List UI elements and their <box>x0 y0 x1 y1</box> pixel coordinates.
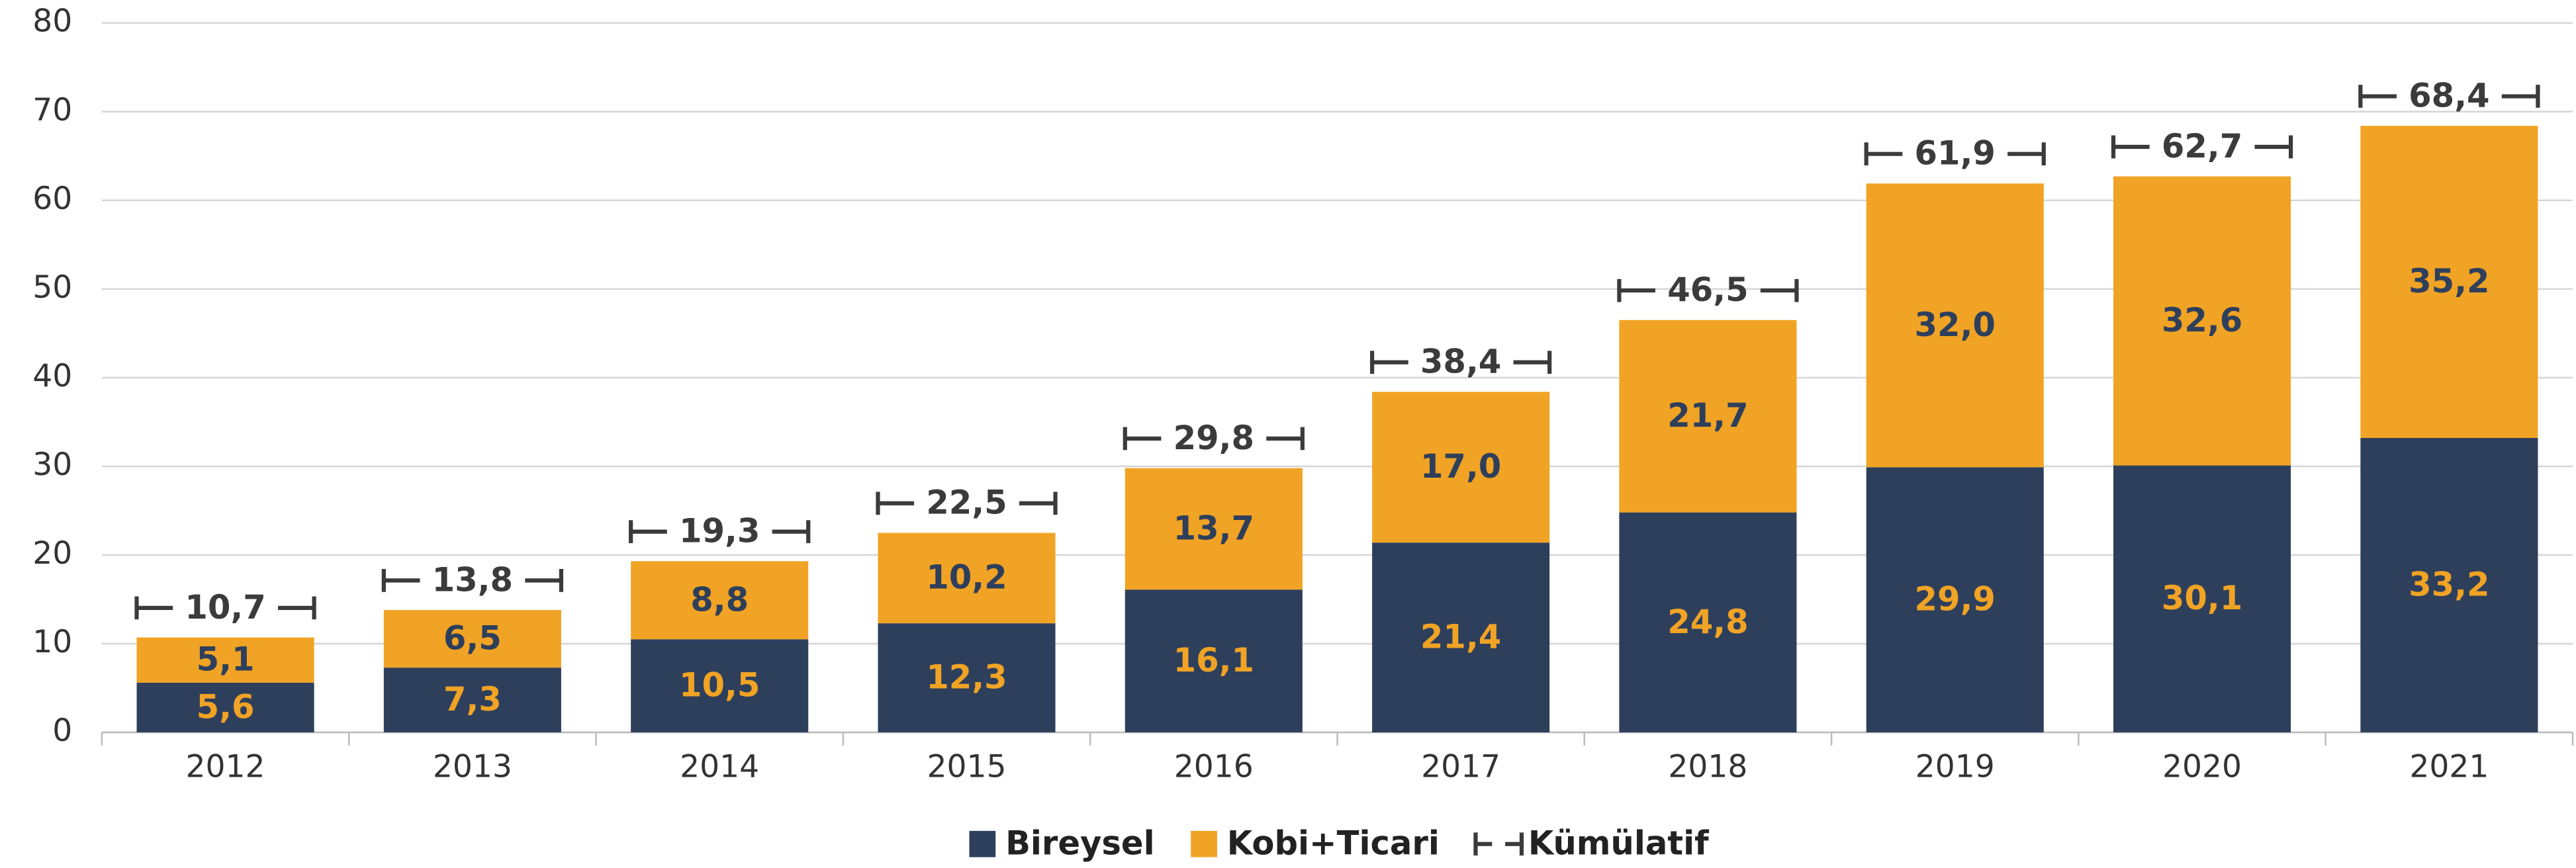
bar-segment <box>1619 512 1797 732</box>
legend-swatch <box>969 830 996 857</box>
total-label: 38,4 <box>1420 343 1501 381</box>
value-label: 5,1 <box>197 640 255 679</box>
value-label: 7,3 <box>443 680 502 718</box>
value-label: 29,9 <box>1915 580 1996 619</box>
total-label: 10,7 <box>185 588 265 627</box>
legend-swatch <box>1191 830 1217 857</box>
value-label: 24,8 <box>1667 603 1748 641</box>
bar-segment <box>383 610 561 668</box>
total-label: 46,5 <box>1667 271 1748 309</box>
total-bracket <box>1864 142 2046 166</box>
x-tick-label: 2018 <box>1668 749 1747 785</box>
value-label: 6,5 <box>443 619 502 658</box>
legend-label: Kobi+Ticari <box>1227 824 1440 863</box>
y-tick-label: 70 <box>32 92 72 128</box>
value-label: 32,0 <box>1915 306 1996 344</box>
value-label: 5,6 <box>197 687 255 726</box>
bar-segment <box>878 623 1056 732</box>
total-label: 22,5 <box>926 484 1007 522</box>
y-tick-label: 30 <box>32 447 72 483</box>
value-label: 17,0 <box>1420 447 1501 486</box>
y-tick-label: 10 <box>32 624 72 660</box>
total-bracket <box>1123 427 1305 451</box>
x-tick-label: 2014 <box>680 749 759 785</box>
x-tick-label: 2013 <box>433 749 512 785</box>
bar-segment <box>136 682 314 732</box>
x-tick-label: 2015 <box>927 749 1006 785</box>
bar-segment <box>1866 183 2044 468</box>
y-tick-label: 50 <box>32 269 72 306</box>
total-label: 62,7 <box>2162 127 2242 165</box>
bar-segment <box>1619 320 1797 513</box>
total-bracket <box>876 492 1058 515</box>
total-label: 61,9 <box>1915 134 1996 173</box>
bar-segment <box>2360 126 2538 439</box>
total-bracket <box>1369 351 1552 374</box>
total-bracket <box>1617 279 1799 302</box>
total-label: 19,3 <box>679 512 760 550</box>
value-label: 12,3 <box>926 658 1007 697</box>
total-label: 29,8 <box>1173 419 1254 457</box>
total-bracket <box>2111 135 2293 159</box>
total-label: 13,8 <box>432 560 513 599</box>
x-tick-label: 2021 <box>2409 749 2489 785</box>
value-label: 8,8 <box>690 580 749 619</box>
y-tick-label: 20 <box>32 535 72 572</box>
value-label: 30,1 <box>2162 579 2242 617</box>
value-label: 21,4 <box>1420 618 1501 656</box>
x-tick-label: 2019 <box>1915 749 1995 785</box>
value-label: 35,2 <box>2409 262 2489 300</box>
total-label: 68,4 <box>2409 77 2489 115</box>
x-tick-label: 2012 <box>186 749 265 785</box>
total-bracket <box>381 568 564 592</box>
bar-segment <box>1866 467 2044 732</box>
bar-segment <box>2360 438 2538 732</box>
x-tick-label: 2020 <box>2162 749 2242 785</box>
value-label: 33,2 <box>2409 565 2489 603</box>
bar-segment <box>1372 542 1550 732</box>
total-bracket <box>2358 85 2540 108</box>
value-label: 10,2 <box>926 558 1007 597</box>
legend-bracket <box>1473 832 1524 856</box>
bar-segment <box>1125 468 1303 590</box>
legend-label: Kümülatif <box>1528 824 1710 863</box>
bar-segment <box>878 533 1056 624</box>
total-bracket <box>629 520 811 544</box>
bar-segment <box>631 639 809 732</box>
bar-segment <box>631 561 809 640</box>
bar-segment <box>136 637 314 683</box>
y-tick-label: 40 <box>32 358 72 394</box>
value-label: 10,5 <box>679 666 760 705</box>
y-tick-label: 0 <box>52 713 72 749</box>
bar-segment <box>1372 392 1550 543</box>
value-label: 21,7 <box>1667 396 1748 435</box>
bar-segment <box>383 668 561 732</box>
bar-segment <box>2113 176 2291 466</box>
value-label: 13,7 <box>1173 509 1254 547</box>
y-tick-label: 80 <box>32 3 72 40</box>
value-label: 32,6 <box>2162 301 2242 339</box>
bar-segment <box>1125 589 1303 732</box>
total-bracket <box>134 596 316 620</box>
legend-label: Bireysel <box>1005 824 1155 863</box>
x-tick-label: 2017 <box>1421 749 1500 785</box>
x-tick-label: 2016 <box>1174 749 1254 785</box>
bar-segment <box>2113 465 2291 732</box>
value-label: 16,1 <box>1173 641 1254 679</box>
y-tick-label: 60 <box>32 181 72 217</box>
